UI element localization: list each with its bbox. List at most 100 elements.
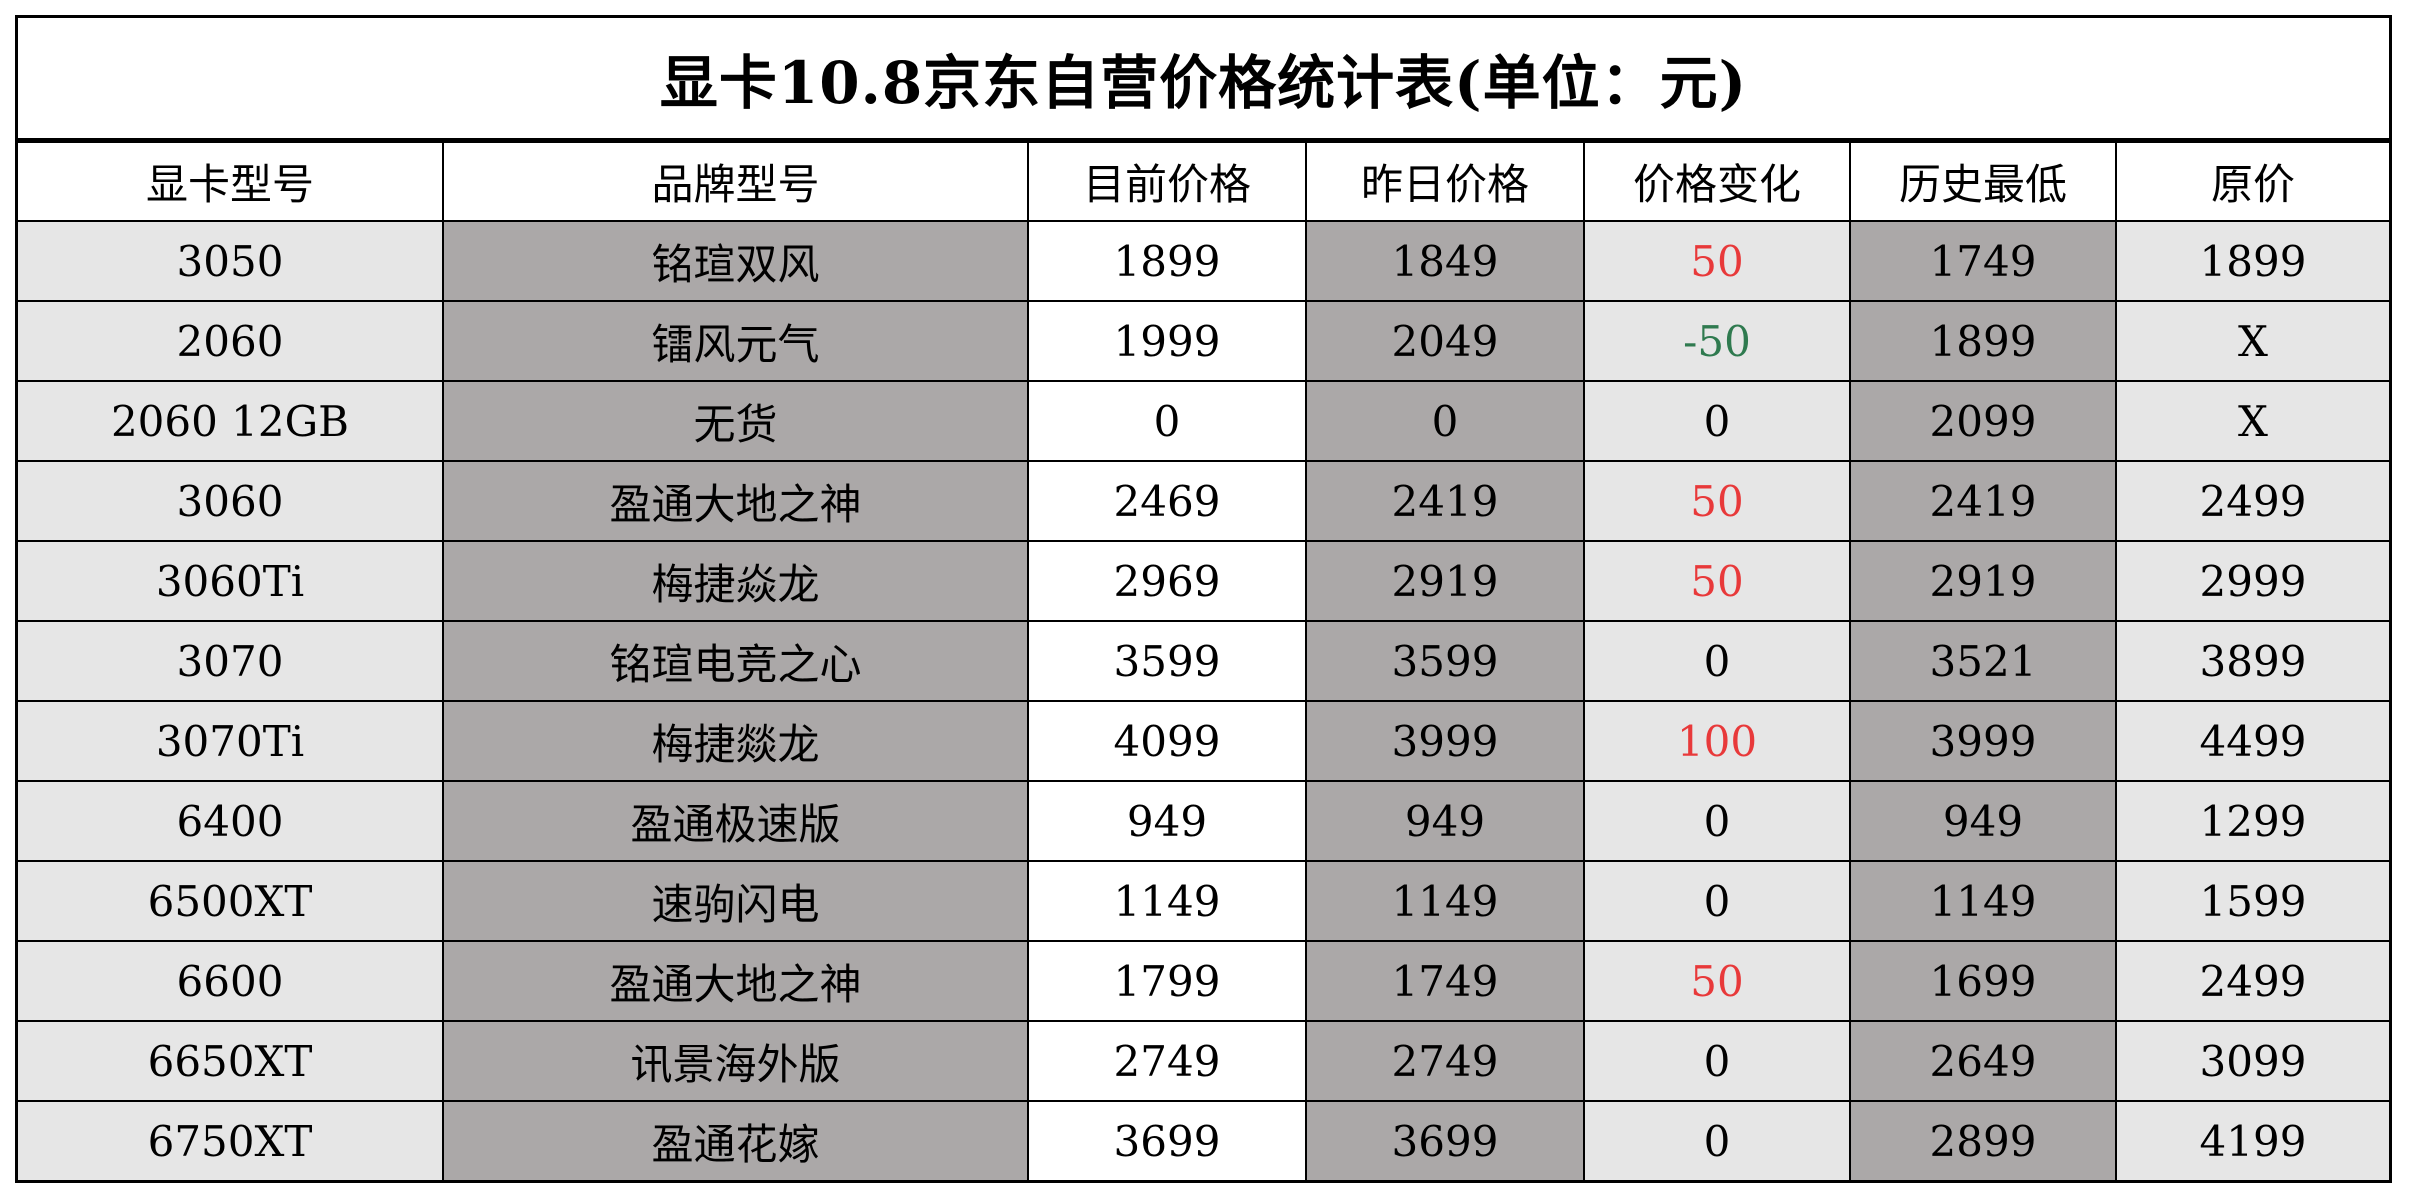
table-row: 3050 铭瑄双风 1899 1849 50 1749 1899 [18, 220, 2389, 302]
cell-current-price: 1899 [1027, 220, 1307, 302]
cell-brand-model: 镭风元气 [442, 300, 1029, 382]
cell-gpu-model: 6400 [18, 780, 444, 862]
header-row: 显卡型号 品牌型号 目前价格 昨日价格 价格变化 历史最低 原价 [18, 141, 2389, 222]
cell-original-price: 2999 [2115, 540, 2389, 622]
header-yesterday-price: 昨日价格 [1305, 141, 1585, 222]
table-row: 3070 铭瑄电竞之心 3599 3599 0 3521 3899 [18, 620, 2389, 702]
cell-gpu-model: 3050 [18, 220, 444, 302]
table-body: 3050 铭瑄双风 1899 1849 50 1749 1899 2060 镭风元气 1999 20… [18, 220, 2389, 1180]
cell-price-change: 0 [1583, 1100, 1851, 1180]
cell-historical-low: 2099 [1849, 380, 2117, 462]
cell-gpu-model: 6600 [18, 940, 444, 1022]
header-brand-model: 品牌型号 [442, 141, 1029, 222]
cell-historical-low: 1899 [1849, 300, 2117, 382]
cell-yesterday-price: 3699 [1305, 1100, 1585, 1180]
cell-historical-low: 2419 [1849, 460, 2117, 542]
cell-current-price: 2469 [1027, 460, 1307, 542]
cell-yesterday-price: 0 [1305, 380, 1585, 462]
cell-current-price: 4099 [1027, 700, 1307, 782]
cell-brand-model: 无货 [442, 380, 1029, 462]
cell-historical-low: 1749 [1849, 220, 2117, 302]
cell-brand-model: 盈通极速版 [442, 780, 1029, 862]
cell-brand-model: 速驹闪电 [442, 860, 1029, 942]
cell-gpu-model: 3070 [18, 620, 444, 702]
cell-yesterday-price: 3599 [1305, 620, 1585, 702]
cell-price-change: 100 [1583, 700, 1851, 782]
cell-original-price: 3099 [2115, 1020, 2389, 1102]
table-row: 3060Ti 梅捷焱龙 2969 2919 50 2919 2999 [18, 540, 2389, 622]
cell-price-change: 0 [1583, 1020, 1851, 1102]
cell-current-price: 1149 [1027, 860, 1307, 942]
cell-current-price: 3699 [1027, 1100, 1307, 1180]
cell-gpu-model: 2060 12GB [18, 380, 444, 462]
cell-yesterday-price: 2419 [1305, 460, 1585, 542]
cell-brand-model: 讯景海外版 [442, 1020, 1029, 1102]
cell-price-change: 50 [1583, 220, 1851, 302]
cell-yesterday-price: 3999 [1305, 700, 1585, 782]
cell-gpu-model: 3070Ti [18, 700, 444, 782]
cell-gpu-model: 6650XT [18, 1020, 444, 1102]
table-row: 6400 盈通极速版 949 949 0 949 1299 [18, 780, 2389, 862]
cell-brand-model: 铭瑄电竞之心 [442, 620, 1029, 702]
cell-original-price: 1299 [2115, 780, 2389, 862]
cell-original-price: 2499 [2115, 940, 2389, 1022]
cell-yesterday-price: 1849 [1305, 220, 1585, 302]
table-row: 3060 盈通大地之神 2469 2419 50 2419 2499 [18, 460, 2389, 542]
cell-brand-model: 梅捷焱龙 [442, 540, 1029, 622]
cell-original-price: X [2115, 300, 2389, 382]
cell-original-price: 4499 [2115, 700, 2389, 782]
cell-historical-low: 2899 [1849, 1100, 2117, 1180]
cell-brand-model: 盈通花嫁 [442, 1100, 1029, 1180]
table-row: 3070Ti 梅捷燚龙 4099 3999 100 3999 4499 [18, 700, 2389, 782]
header-original-price: 原价 [2115, 141, 2389, 222]
cell-brand-model: 盈通大地之神 [442, 460, 1029, 542]
cell-historical-low: 2649 [1849, 1020, 2117, 1102]
cell-gpu-model: 2060 [18, 300, 444, 382]
cell-price-change: 50 [1583, 540, 1851, 622]
cell-original-price: 3899 [2115, 620, 2389, 702]
cell-historical-low: 1699 [1849, 940, 2117, 1022]
cell-gpu-model: 3060Ti [18, 540, 444, 622]
cell-historical-low: 3999 [1849, 700, 2117, 782]
cell-current-price: 2749 [1027, 1020, 1307, 1102]
cell-current-price: 1799 [1027, 940, 1307, 1022]
cell-yesterday-price: 949 [1305, 780, 1585, 862]
cell-price-change: 0 [1583, 860, 1851, 942]
cell-brand-model: 盈通大地之神 [442, 940, 1029, 1022]
cell-yesterday-price: 2919 [1305, 540, 1585, 622]
cell-current-price: 3599 [1027, 620, 1307, 702]
cell-original-price: 2499 [2115, 460, 2389, 542]
cell-yesterday-price: 2049 [1305, 300, 1585, 382]
table-row: 2060 12GB 无货 0 0 0 2099 X [18, 380, 2389, 462]
cell-original-price: X [2115, 380, 2389, 462]
cell-price-change: 50 [1583, 940, 1851, 1022]
cell-gpu-model: 6750XT [18, 1100, 444, 1180]
cell-original-price: 1599 [2115, 860, 2389, 942]
cell-price-change: 0 [1583, 380, 1851, 462]
table-row: 6650XT 讯景海外版 2749 2749 0 2649 3099 [18, 1020, 2389, 1102]
table-title: 显卡10.8京东自营价格统计表(单位：元) [18, 18, 2389, 141]
header-current-price: 目前价格 [1027, 141, 1307, 222]
header-historical-low: 历史最低 [1849, 141, 2117, 222]
cell-historical-low: 2919 [1849, 540, 2117, 622]
price-table-sheet: 显卡10.8京东自营价格统计表(单位：元) 显卡型号 品牌型号 目前价格 昨日价… [15, 15, 2392, 1183]
cell-original-price: 1899 [2115, 220, 2389, 302]
table-row: 6500XT 速驹闪电 1149 1149 0 1149 1599 [18, 860, 2389, 942]
table-row: 6600 盈通大地之神 1799 1749 50 1699 2499 [18, 940, 2389, 1022]
cell-gpu-model: 3060 [18, 460, 444, 542]
cell-current-price: 949 [1027, 780, 1307, 862]
price-table: 显卡型号 品牌型号 目前价格 昨日价格 价格变化 历史最低 原价 3050 铭瑄双… [18, 141, 2389, 1180]
table-row: 6750XT 盈通花嫁 3699 3699 0 2899 4199 [18, 1100, 2389, 1180]
cell-yesterday-price: 1149 [1305, 860, 1585, 942]
cell-yesterday-price: 2749 [1305, 1020, 1585, 1102]
cell-price-change: 0 [1583, 780, 1851, 862]
cell-price-change: -50 [1583, 300, 1851, 382]
cell-current-price: 1999 [1027, 300, 1307, 382]
cell-price-change: 50 [1583, 460, 1851, 542]
cell-brand-model: 铭瑄双风 [442, 220, 1029, 302]
cell-current-price: 2969 [1027, 540, 1307, 622]
cell-historical-low: 3521 [1849, 620, 2117, 702]
cell-price-change: 0 [1583, 620, 1851, 702]
cell-brand-model: 梅捷燚龙 [442, 700, 1029, 782]
cell-current-price: 0 [1027, 380, 1307, 462]
